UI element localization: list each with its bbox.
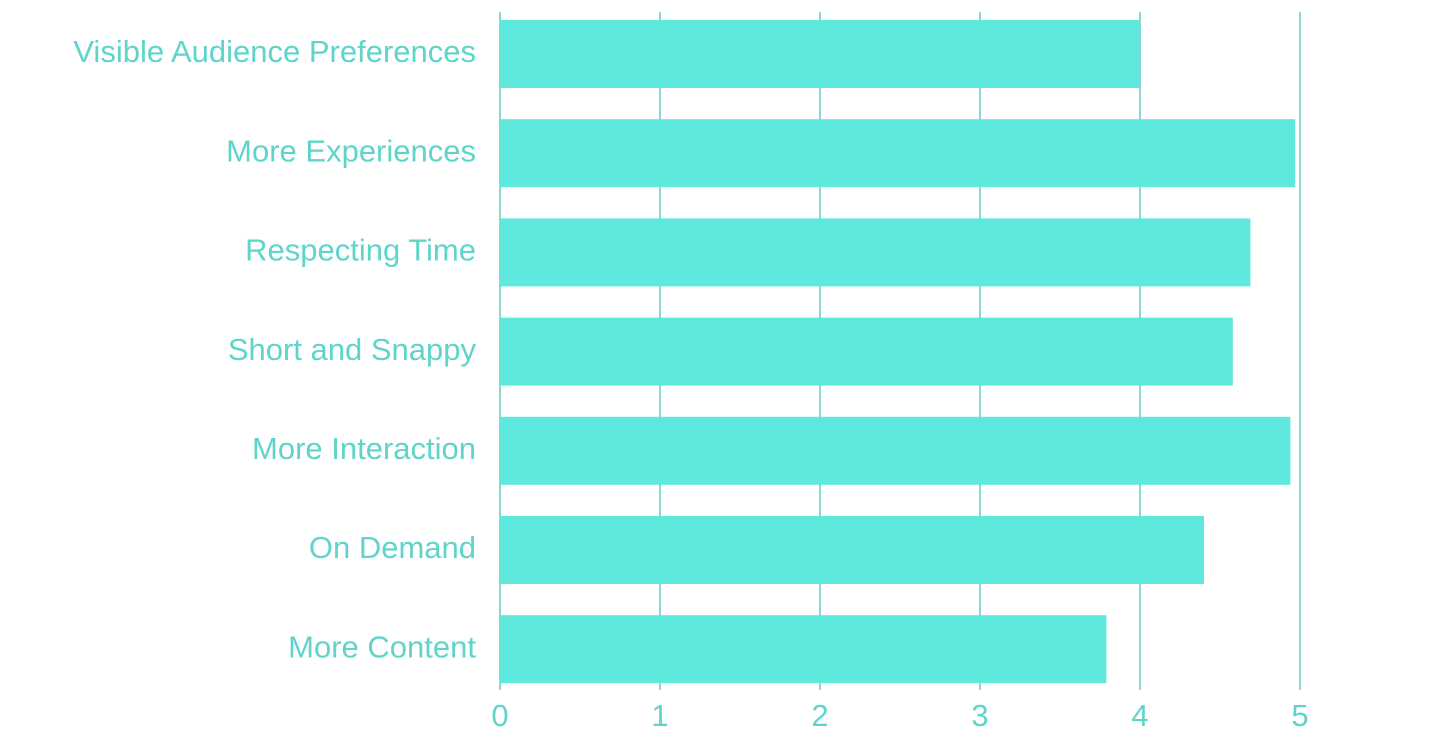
bar: [500, 119, 1296, 188]
y-tick-label: More Content: [288, 629, 476, 664]
bar: [500, 317, 1233, 386]
x-tick-label: 0: [491, 698, 508, 732]
bar: [500, 416, 1291, 485]
x-tick-label: 4: [1131, 698, 1148, 732]
y-tick-label: Visible Audience Preferences: [73, 34, 476, 69]
y-tick-label: Respecting Time: [245, 233, 476, 268]
x-tick-label: 5: [1291, 698, 1308, 732]
y-tick-label: On Demand: [309, 530, 476, 565]
y-tick-label: Short and Snappy: [228, 332, 477, 367]
y-tick-label: More Interaction: [252, 431, 476, 466]
bar: [500, 615, 1107, 684]
x-tick-label: 3: [971, 698, 988, 732]
bar: [500, 218, 1251, 287]
x-tick-label: 1: [651, 698, 668, 732]
x-tick-label: 2: [811, 698, 828, 732]
y-tick-label: More Experiences: [226, 133, 476, 168]
bar: [500, 20, 1140, 88]
bar: [500, 516, 1204, 584]
